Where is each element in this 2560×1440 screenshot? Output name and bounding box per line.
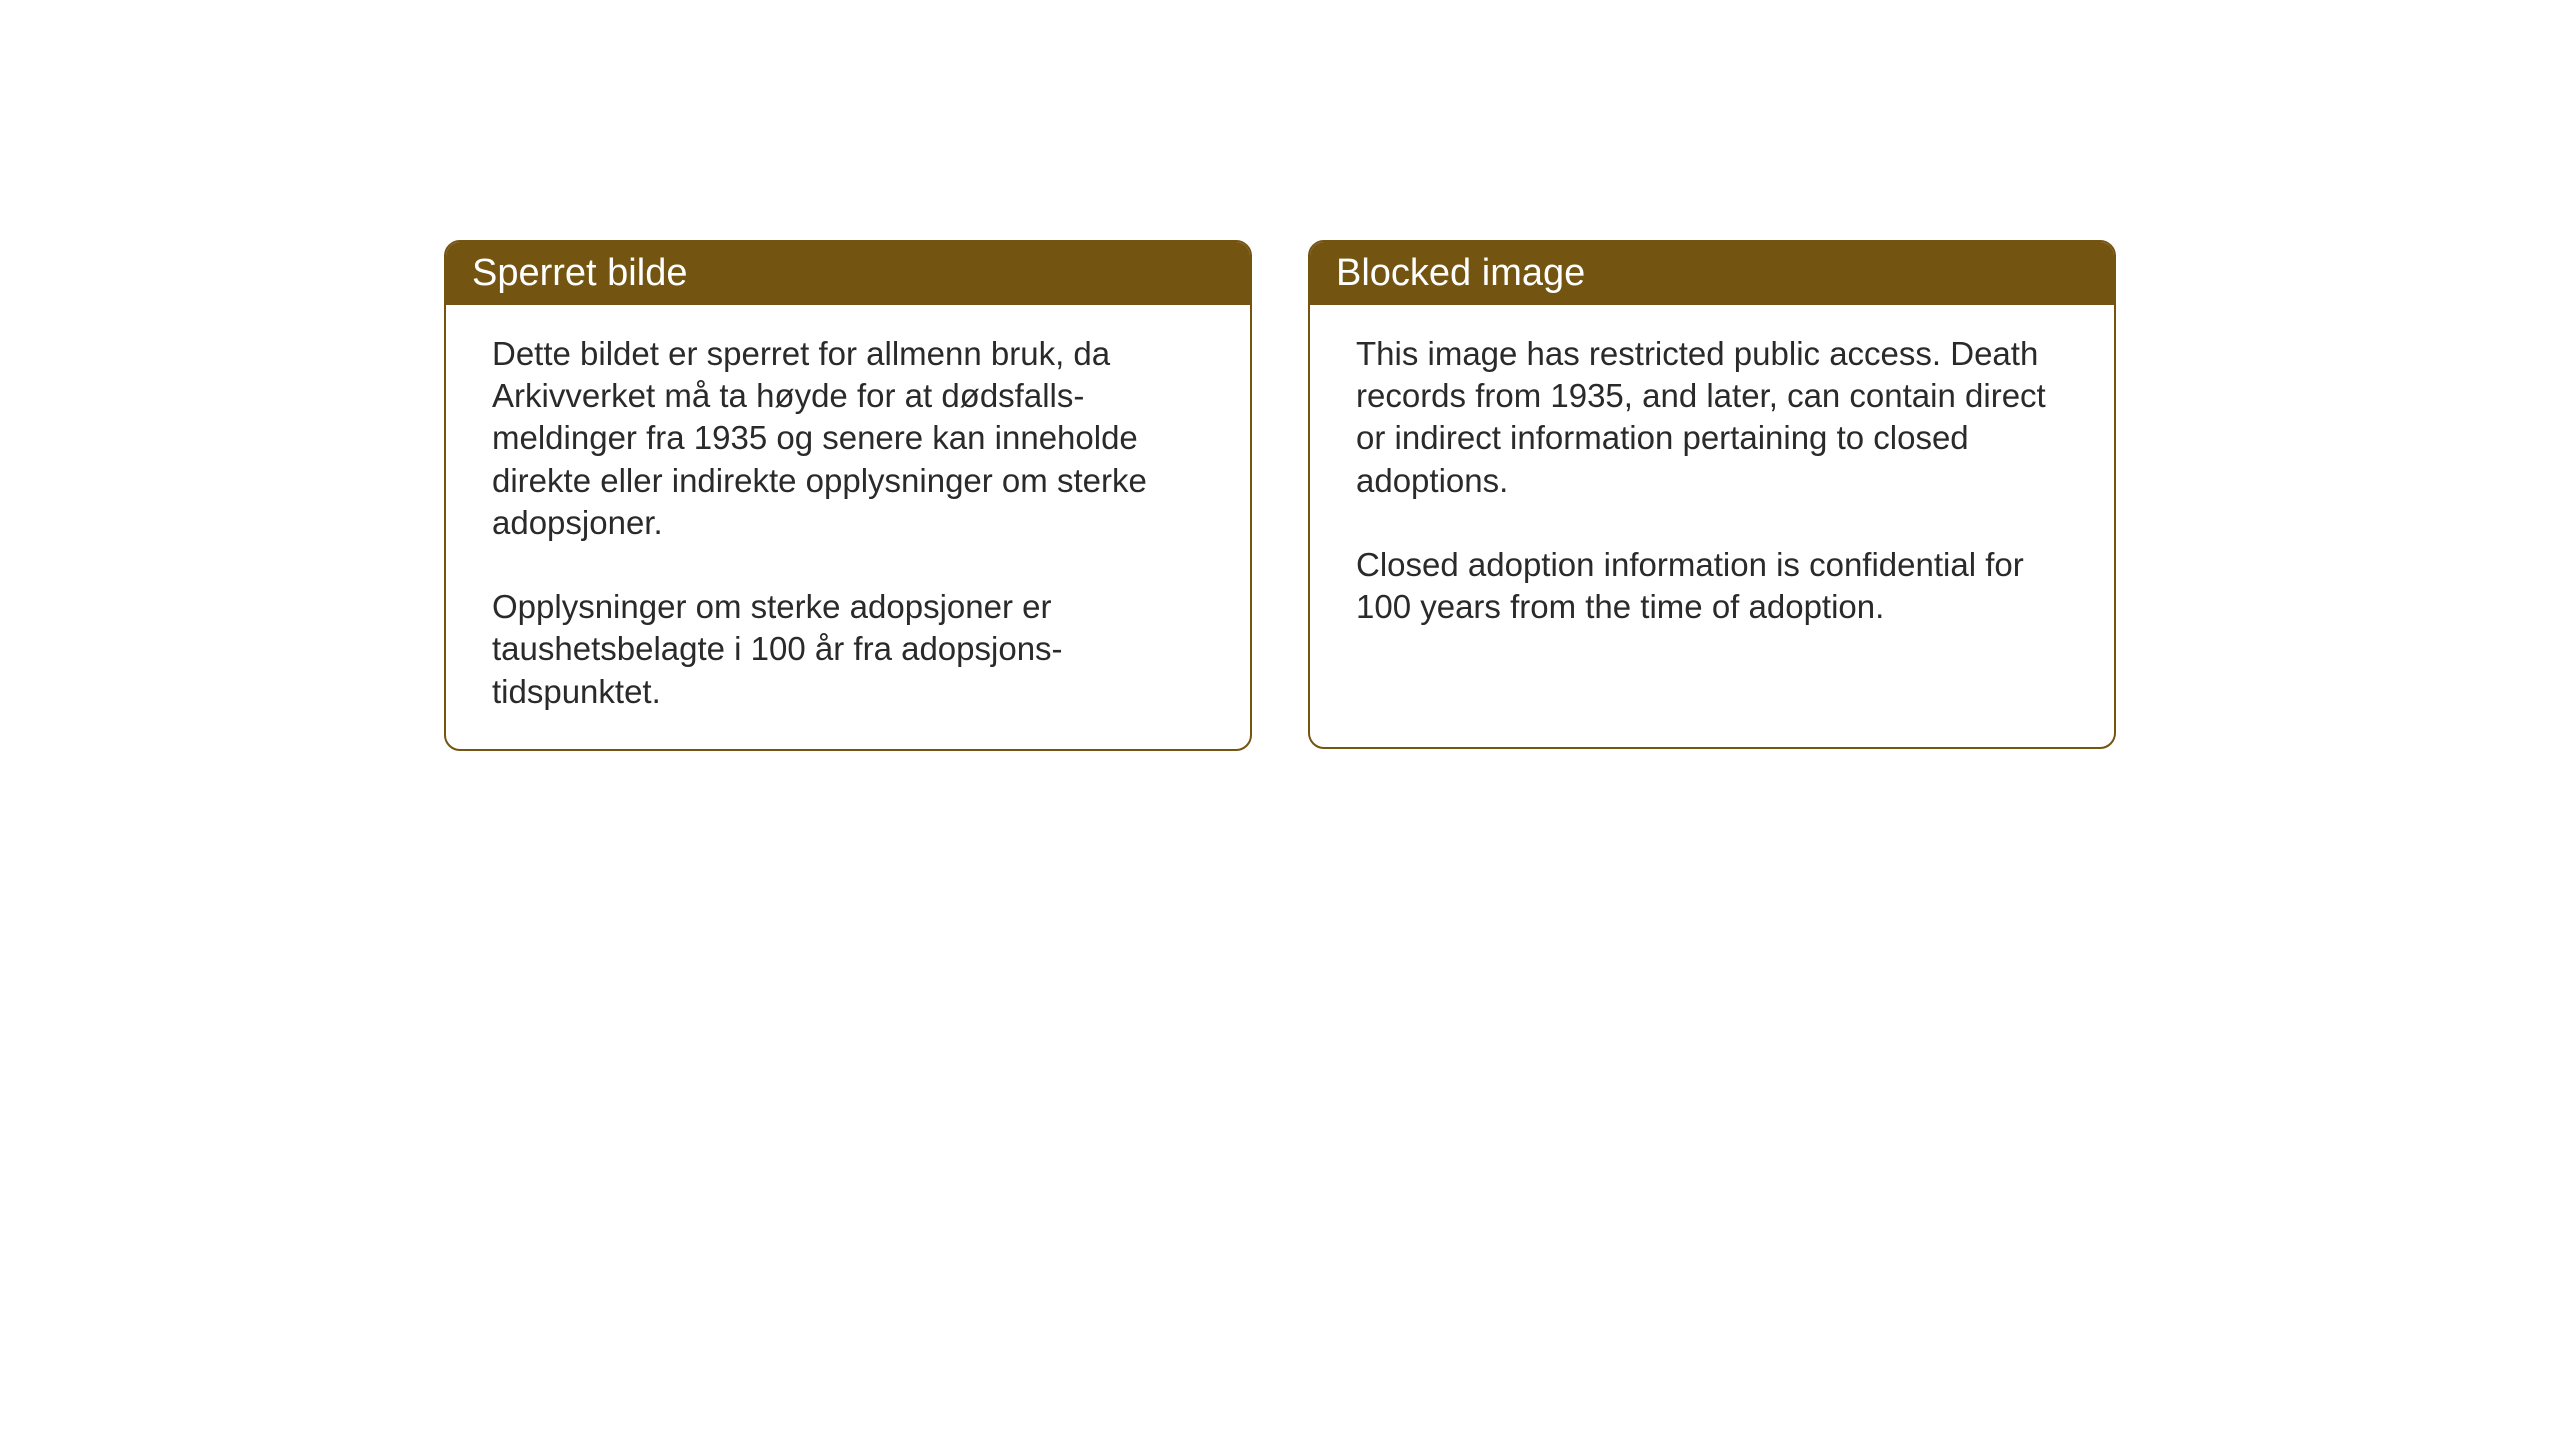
blocked-image-card-english: Blocked image This image has restricted … [1308, 240, 2116, 749]
card-title-norwegian: Sperret bilde [472, 252, 687, 294]
card-body-norwegian: Dette bildet er sperret for allmenn bruk… [446, 305, 1250, 749]
card-title-english: Blocked image [1336, 252, 1585, 294]
card-header-english: Blocked image [1310, 242, 2114, 305]
card-paragraph-2-norwegian: Opplysninger om sterke adopsjoner er tau… [492, 586, 1204, 713]
blocked-image-card-norwegian: Sperret bilde Dette bildet er sperret fo… [444, 240, 1252, 751]
card-paragraph-1-english: This image has restricted public access.… [1356, 333, 2068, 502]
card-header-norwegian: Sperret bilde [446, 242, 1250, 305]
card-paragraph-1-norwegian: Dette bildet er sperret for allmenn bruk… [492, 333, 1204, 544]
card-paragraph-2-english: Closed adoption information is confident… [1356, 544, 2068, 628]
card-body-english: This image has restricted public access.… [1310, 305, 2114, 664]
notice-cards-container: Sperret bilde Dette bildet er sperret fo… [444, 240, 2116, 751]
